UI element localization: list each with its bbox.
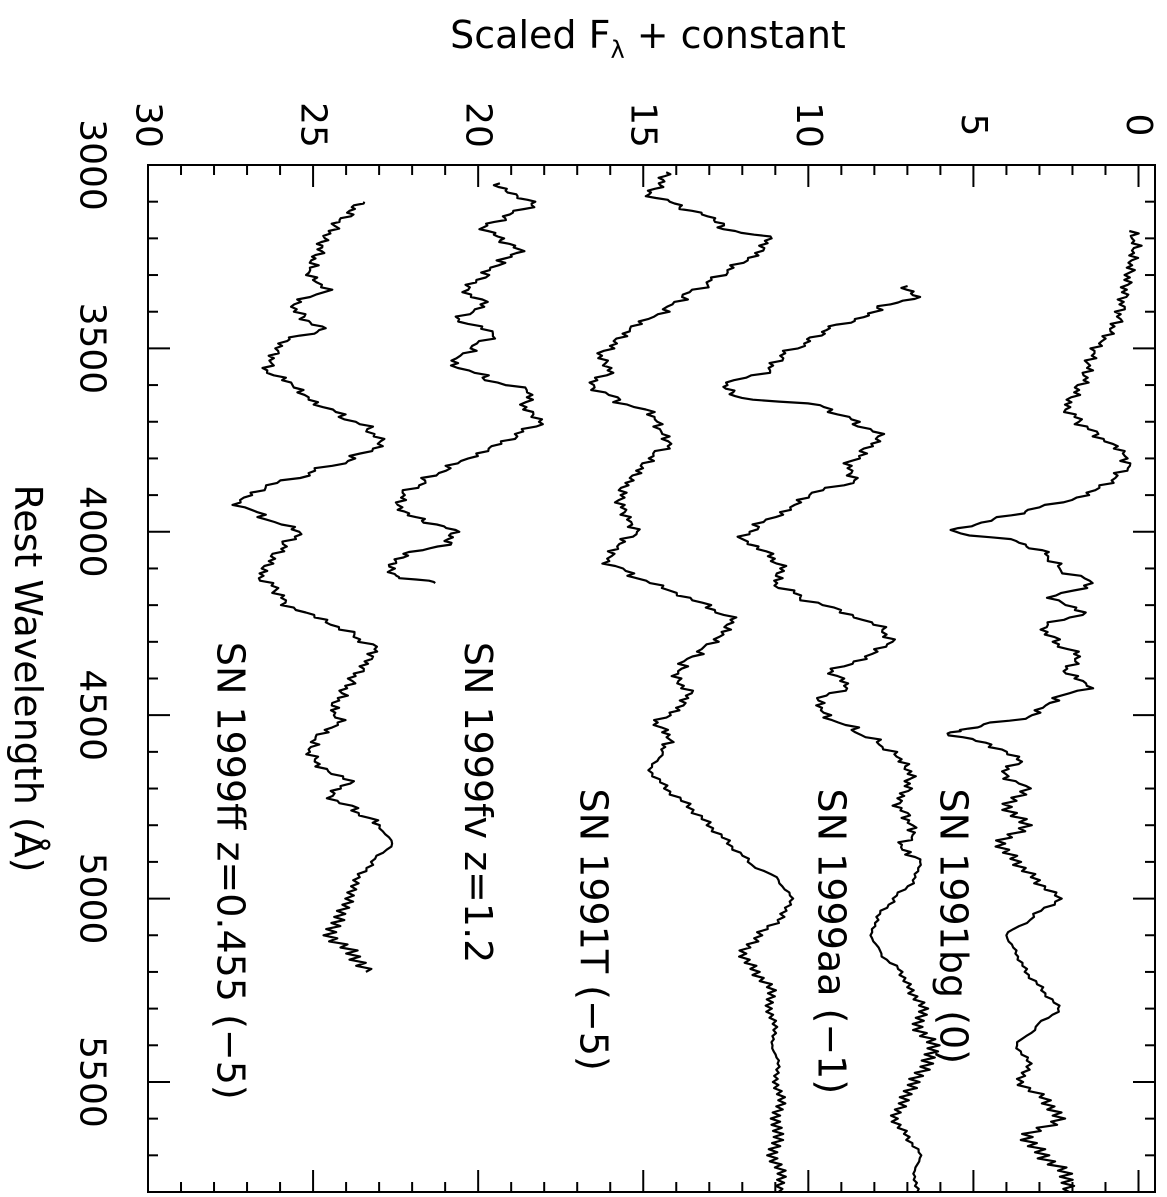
y-tick-label: 0 bbox=[1118, 114, 1159, 137]
y-tick-label: 5 bbox=[953, 114, 994, 137]
y-tick-label: 15 bbox=[623, 102, 664, 148]
spectrum-label: SN 1991T (−5) bbox=[572, 789, 616, 1071]
spectrum-label: SN 1991bg (0) bbox=[932, 789, 976, 1064]
x-tick-label: 3500 bbox=[72, 303, 113, 395]
x-tick-label: 3000 bbox=[72, 119, 113, 211]
spectrum-line bbox=[722, 284, 941, 1192]
spectrum-label: SN 1999ff z=0.455 (−5) bbox=[209, 642, 253, 1100]
spectrum-label: SN 1999fv z=1.2 bbox=[456, 642, 500, 964]
x-tick-label: 5000 bbox=[72, 853, 113, 945]
y-axis-label: Scaled Fλ + constant bbox=[450, 13, 846, 64]
y-tick-label: 20 bbox=[458, 102, 499, 148]
y-tick-label: 10 bbox=[788, 102, 829, 148]
spectrum-line bbox=[946, 229, 1143, 1192]
spectrum-line bbox=[386, 182, 544, 584]
x-tick-label: 4000 bbox=[72, 486, 113, 578]
spectrum-label: SN 1999aa (−1) bbox=[809, 789, 853, 1095]
x-axis-label: Rest Wavelength (Å) bbox=[6, 485, 50, 873]
y-tick-label: 25 bbox=[293, 102, 334, 148]
spectrum-line bbox=[588, 171, 795, 1192]
x-tick-label: 5500 bbox=[72, 1036, 113, 1128]
spectrum-line bbox=[231, 201, 394, 973]
x-tick-label: 4500 bbox=[72, 669, 113, 761]
y-tick-label: 30 bbox=[128, 102, 169, 148]
